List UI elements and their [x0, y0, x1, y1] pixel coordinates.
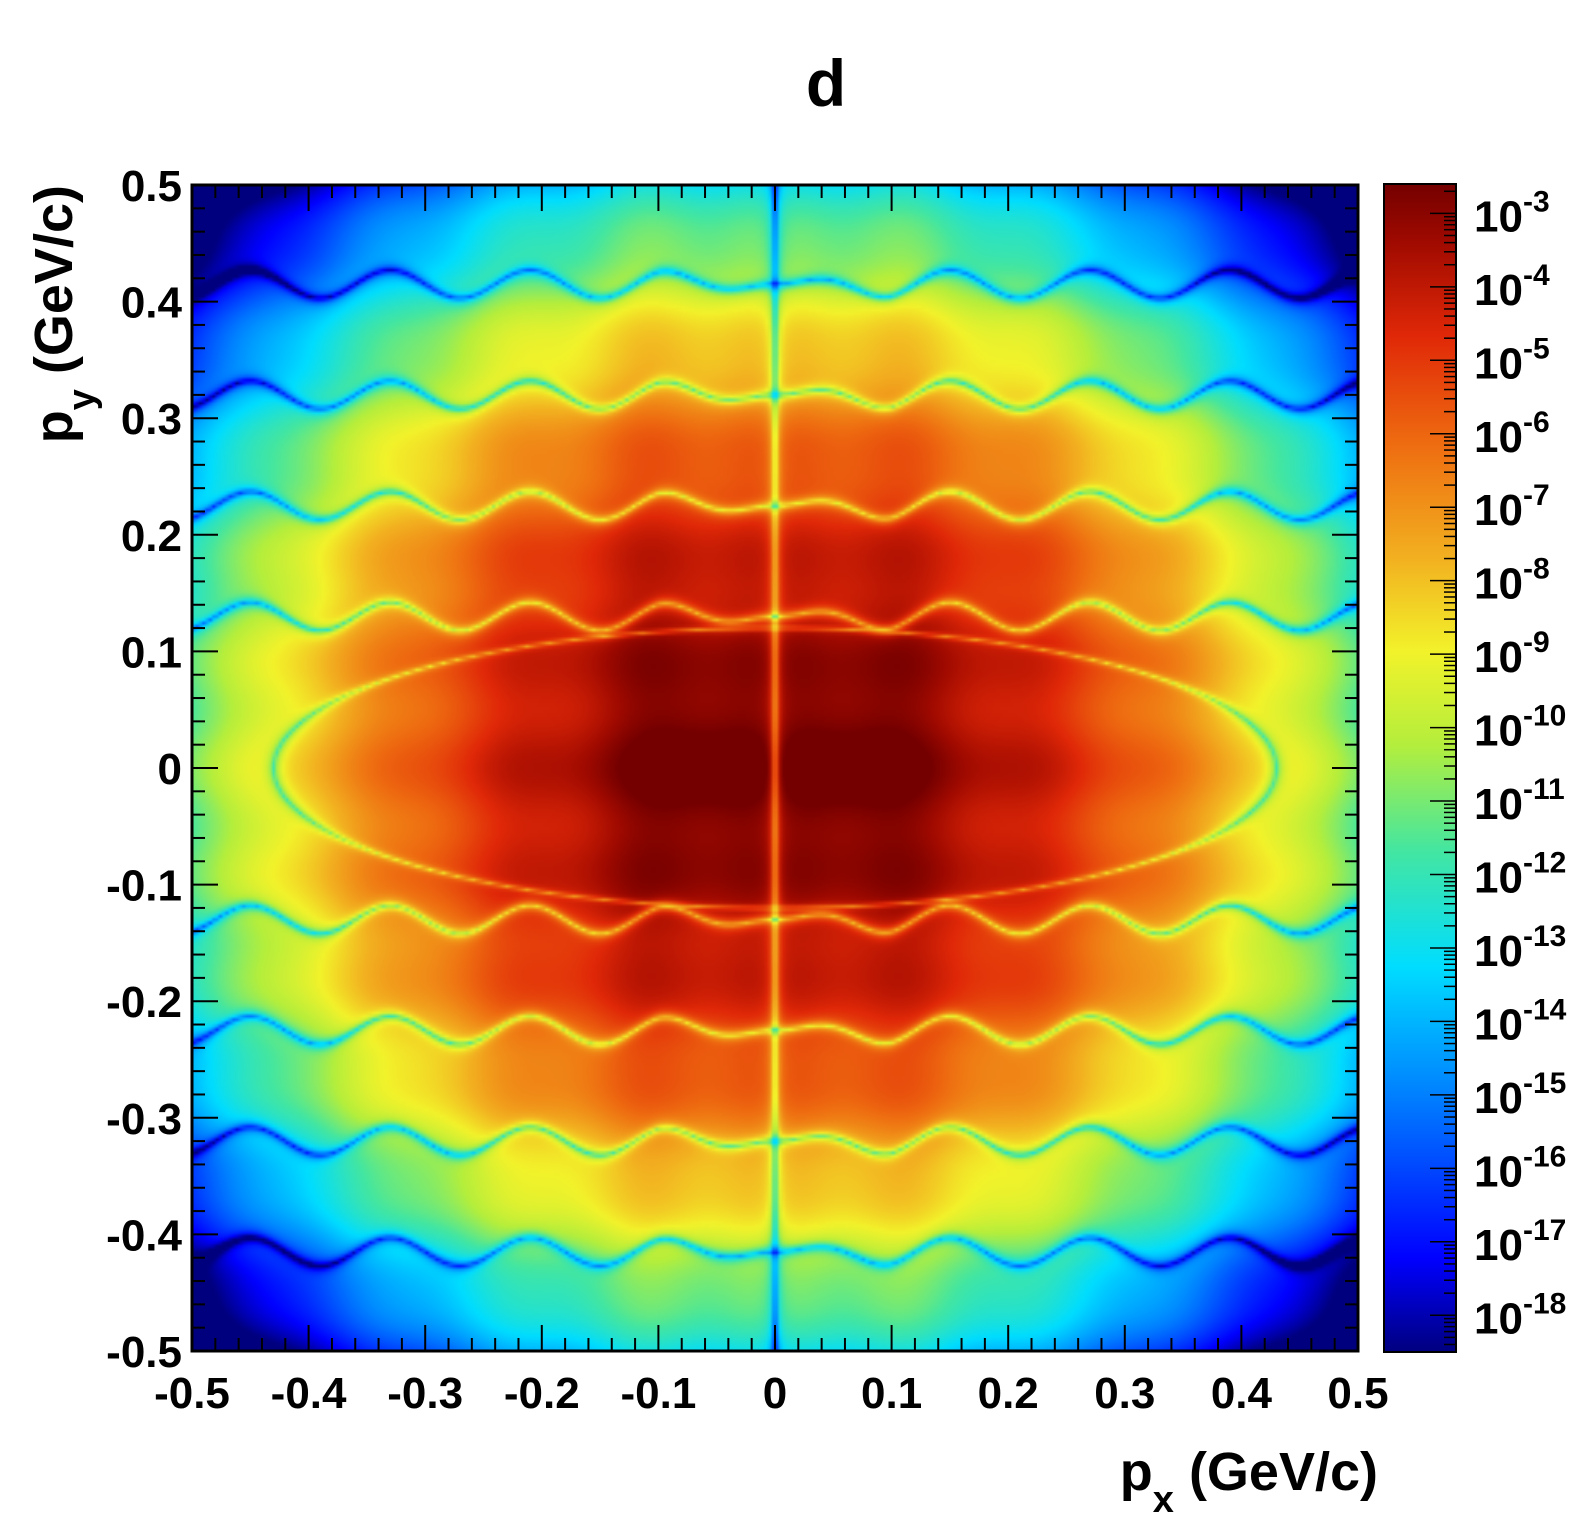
y-axis-title: py (GeV/c) [24, 185, 103, 443]
colorbar-label-base: 10 [1474, 707, 1523, 756]
y-tick-labels: -0.5 -0.4 -0.3 -0.2 -0.1 0 0.1 0.2 0.3 0.4 0.5 [106, 162, 182, 1377]
colorbar-label: 10-18 [1474, 1287, 1566, 1343]
colorbar [1383, 183, 1457, 1353]
colorbar-label-base: 10 [1474, 413, 1523, 462]
heatmap-image [192, 185, 1358, 1351]
colorbar-label-exponent: -18 [1523, 1287, 1566, 1320]
colorbar-label-base: 10 [1474, 486, 1523, 535]
x-tick-label: 0.5 [1327, 1369, 1388, 1418]
colorbar-label: 10-6 [1474, 406, 1550, 462]
x-tick-label: 0.1 [861, 1369, 922, 1418]
colorbar-label-exponent: -7 [1523, 479, 1550, 512]
y-axis-title-base: p [24, 410, 84, 443]
colorbar-label: 10-17 [1474, 1214, 1566, 1270]
colorbar-label: 10-14 [1474, 993, 1567, 1049]
colorbar-label-base: 10 [1474, 192, 1523, 241]
colorbar-label-base: 10 [1474, 339, 1523, 388]
x-tick-label: -0.5 [154, 1369, 230, 1418]
colorbar-label-exponent: -9 [1523, 626, 1550, 659]
colorbar-label-exponent: -11 [1523, 773, 1565, 806]
colorbar-label-exponent: -14 [1523, 993, 1567, 1026]
colorbar-label-base: 10 [1474, 854, 1523, 903]
colorbar-label-base: 10 [1474, 633, 1523, 682]
colorbar-label: 10-12 [1474, 847, 1566, 903]
y-tick-label: 0.3 [121, 395, 182, 444]
x-axis-title-base: p [1120, 1442, 1153, 1502]
x-tick-label: -0.3 [387, 1369, 463, 1418]
colorbar-label-base: 10 [1474, 560, 1523, 609]
colorbar-label-base: 10 [1474, 1147, 1523, 1196]
x-tick-label: 0.2 [978, 1369, 1039, 1418]
colorbar-label-exponent: -17 [1523, 1214, 1566, 1247]
colorbar-label: 10-8 [1474, 553, 1550, 609]
colorbar-label: 10-11 [1474, 773, 1565, 829]
x-tick-label: -0.4 [271, 1369, 347, 1418]
colorbar-label: 10-7 [1474, 479, 1550, 535]
colorbar-label-exponent: -15 [1523, 1067, 1566, 1100]
y-tick-label: -0.5 [106, 1328, 182, 1377]
colorbar-label-base: 10 [1474, 1074, 1523, 1123]
colorbar-label-base: 10 [1474, 1221, 1523, 1270]
colorbar-label-exponent: -3 [1523, 185, 1550, 218]
y-tick-label: -0.2 [106, 978, 182, 1027]
y-tick-label: 0.4 [121, 279, 183, 328]
y-tick-label: -0.1 [106, 862, 182, 911]
colorbar-label: 10-3 [1474, 185, 1550, 241]
axis-ticks [191, 184, 1359, 1352]
y-tick-label: 0.1 [121, 628, 182, 677]
y-tick-label: -0.3 [106, 1095, 182, 1144]
colorbar-label: 10-15 [1474, 1067, 1566, 1123]
y-tick-label: -0.4 [106, 1211, 182, 1260]
colorbar-label-base: 10 [1474, 1000, 1523, 1049]
x-axis-title: px (GeV/c) [1120, 1442, 1378, 1521]
colorbar-label-exponent: -8 [1523, 553, 1550, 586]
colorbar-label-exponent: -4 [1523, 259, 1550, 292]
x-tick-label: 0.3 [1094, 1369, 1155, 1418]
colorbar-label-base: 10 [1474, 927, 1523, 976]
x-tick-labels: -0.5 -0.4 -0.3 -0.2 -0.1 0 0.1 0.2 0.3 0.4 0.5 [154, 1369, 1389, 1418]
colorbar-label-base: 10 [1474, 1294, 1523, 1343]
colorbar-label: 10-13 [1474, 920, 1566, 976]
x-tick-label: 0.4 [1211, 1369, 1273, 1418]
colorbar-label-exponent: -5 [1523, 332, 1550, 365]
colorbar-label-exponent: -6 [1523, 406, 1550, 439]
y-tick-label: 0 [158, 745, 182, 794]
colorbar-label-exponent: -10 [1523, 700, 1566, 733]
colorbar-label-base: 10 [1474, 266, 1523, 315]
colorbar-label: 10-9 [1474, 626, 1550, 682]
colorbar-label-exponent: -13 [1523, 920, 1566, 953]
y-tick-label: 0.2 [121, 512, 182, 561]
colorbar-label: 10-10 [1474, 700, 1566, 756]
x-tick-label: -0.1 [620, 1369, 696, 1418]
x-tick-label: -0.2 [504, 1369, 580, 1418]
colorbar-label: 10-5 [1474, 332, 1550, 388]
y-axis-title-sub: y [61, 389, 103, 410]
y-tick-label: 0.5 [121, 162, 182, 211]
colorbar-label-exponent: -12 [1523, 847, 1566, 880]
x-axis-title-unit: (GeV/c) [1174, 1442, 1378, 1502]
x-tick-label: 0 [763, 1369, 787, 1418]
colorbar-label: 10-16 [1474, 1140, 1566, 1196]
colorbar-label-exponent: -16 [1523, 1140, 1566, 1173]
chart-title: d [806, 46, 846, 120]
colorbar-labels: 10-310-410-510-610-710-810-910-1010-1110… [1474, 185, 1567, 1343]
colorbar-ticks [1430, 190, 1456, 1346]
y-axis-title-unit: (GeV/c) [24, 185, 84, 389]
colorbar-label: 10-4 [1474, 259, 1550, 315]
x-axis-title-sub: x [1153, 1479, 1174, 1521]
colorbar-label-base: 10 [1474, 780, 1523, 829]
